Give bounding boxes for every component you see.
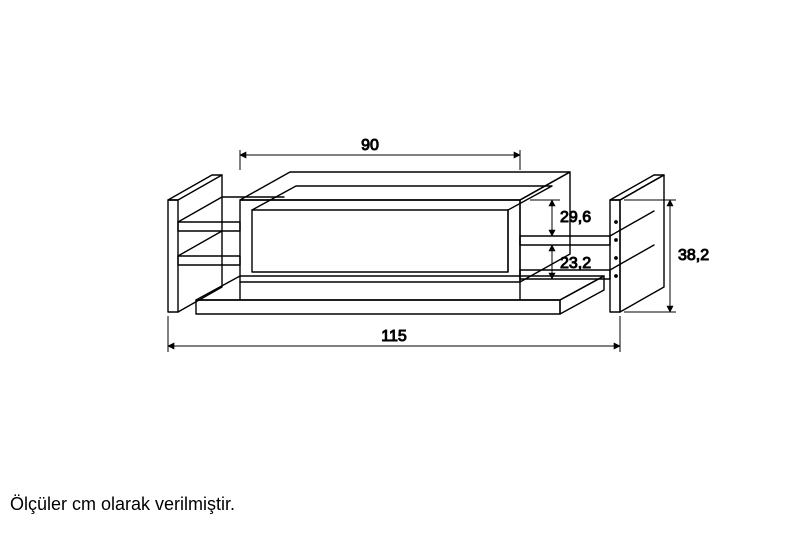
left-shelf-unit — [168, 175, 284, 312]
right-shelf-unit — [520, 175, 664, 312]
dim-shelf1-label: 29,6 — [560, 209, 591, 226]
furniture-drawing — [168, 172, 664, 314]
dim-bottom-width: 115 — [168, 316, 620, 352]
dim-height: 38,2 — [624, 200, 709, 312]
dim-height-label: 38,2 — [678, 247, 709, 264]
dim-shelf1: 29,6 — [530, 200, 591, 236]
main-box — [240, 172, 570, 282]
footer-note: Ölçüler cm olarak verilmiştir. — [10, 494, 235, 515]
dim-bottom-width-label: 115 — [381, 328, 407, 345]
dim-shelf2-label: 23,2 — [560, 255, 591, 272]
dim-shelf2: 23,2 — [528, 245, 591, 279]
dimension-lines: 90 115 29,6 23,2 38 — [168, 137, 709, 352]
dim-top-width-label: 90 — [361, 137, 379, 154]
dim-top-width: 90 — [240, 137, 520, 170]
